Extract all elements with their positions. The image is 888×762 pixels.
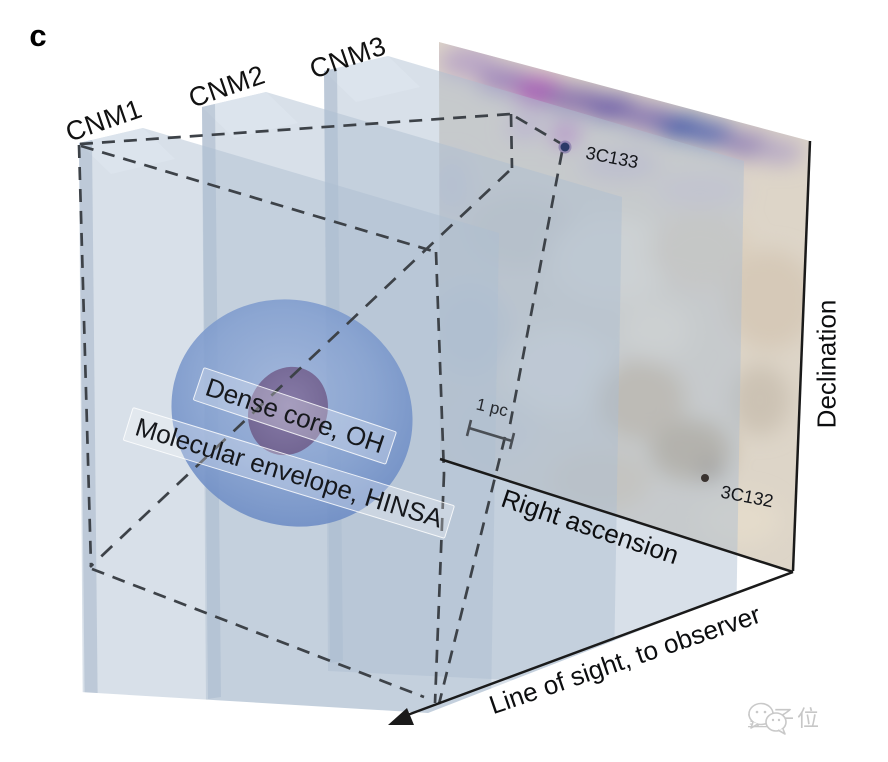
foreground-mask xyxy=(0,571,888,762)
sky-image xyxy=(439,42,810,571)
axes-lines xyxy=(401,140,812,719)
radio-sources xyxy=(558,140,709,482)
source-dot-3c132 xyxy=(701,474,709,482)
dashed-wireframe xyxy=(77,112,564,705)
declination-axis xyxy=(791,140,812,572)
source-dot-3c133 xyxy=(560,142,570,152)
chat-bubbles-icon xyxy=(748,702,787,735)
scale-bar xyxy=(465,419,516,450)
line-of-sight-arrowhead-icon xyxy=(388,708,414,725)
line-of-sight-axis xyxy=(401,570,794,719)
right-ascension-axis xyxy=(439,457,794,574)
watermark: 量子位 xyxy=(747,701,822,735)
dense-core-ellipse xyxy=(248,366,328,456)
